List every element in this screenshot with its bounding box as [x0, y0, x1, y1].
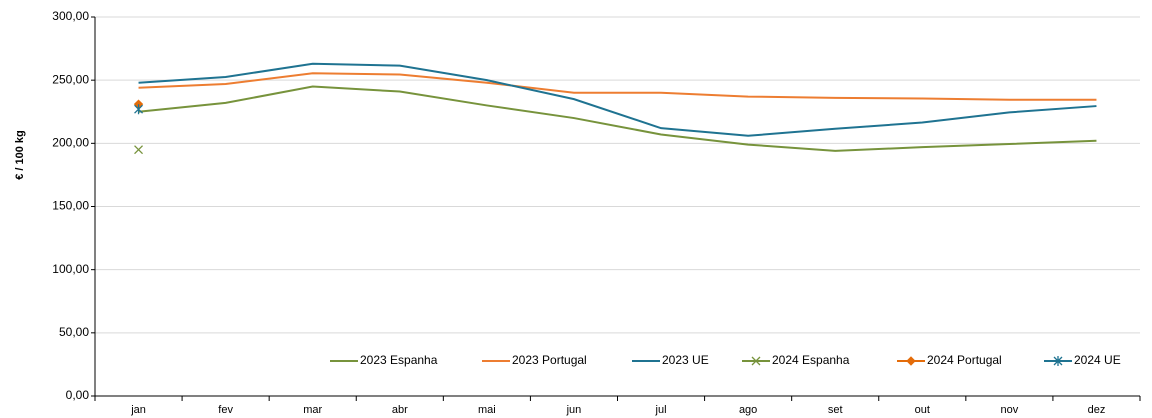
legend-label: 2023 UE — [662, 353, 709, 367]
x-tick-label: nov — [1001, 404, 1019, 416]
line — [138, 62, 1097, 137]
marker — [134, 104, 144, 115]
legend-marker — [1053, 356, 1063, 366]
legend-label: 2023 Espanha — [360, 353, 438, 367]
x-tick-label: jun — [566, 404, 582, 416]
legend-label: 2024 Espanha — [772, 353, 850, 367]
x-tick-label: mar — [303, 404, 322, 416]
y-tick-label: 200,00 — [52, 136, 89, 150]
x-tick-label: fev — [218, 404, 233, 416]
y-tick-label: 50,00 — [59, 325, 89, 339]
x-tick-label: ago — [739, 404, 757, 416]
x-tick-label: set — [828, 404, 843, 416]
legend-marker — [751, 356, 761, 366]
y-axis-label: € / 100 kg — [14, 130, 26, 180]
x-tick-label: jan — [130, 404, 146, 416]
y-tick-label: 300,00 — [52, 9, 89, 23]
y-tick-label: 100,00 — [52, 262, 89, 276]
line — [138, 85, 1097, 152]
line — [138, 72, 1097, 101]
marker — [134, 145, 144, 155]
y-tick-label: 150,00 — [52, 199, 89, 213]
legend-label: 2023 Portugal — [512, 353, 587, 367]
x-tick-label: dez — [1088, 404, 1106, 416]
legend-label: 2024 Portugal — [927, 353, 1002, 367]
y-tick-label: 250,00 — [52, 72, 89, 86]
x-tick-label: out — [915, 404, 930, 416]
y-tick-label: 0,00 — [66, 388, 90, 402]
x-tick-label: abr — [392, 404, 408, 416]
x-tick-label: jul — [655, 404, 667, 416]
legend-label: 2024 UE — [1074, 353, 1121, 367]
x-tick-label: mai — [478, 404, 496, 416]
legend-marker — [906, 356, 916, 366]
